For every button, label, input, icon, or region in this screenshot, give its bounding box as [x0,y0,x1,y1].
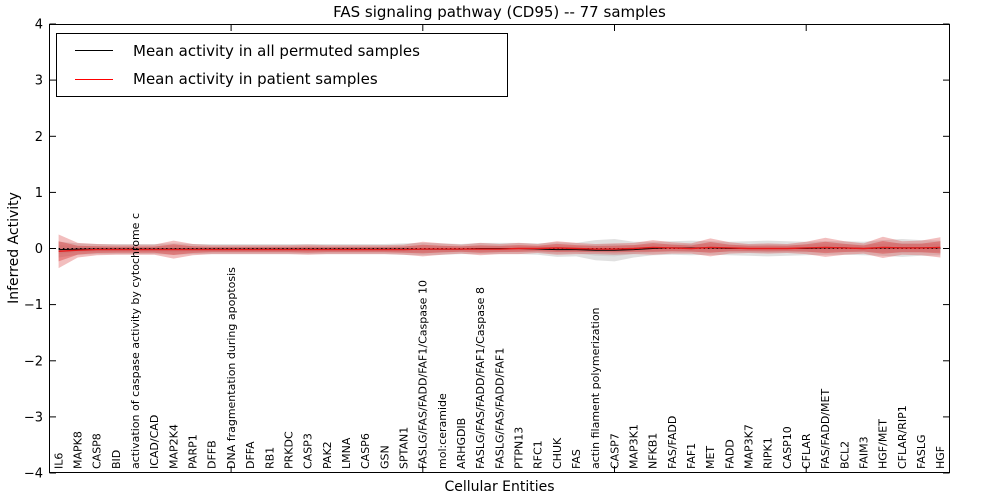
patient-band [58,234,941,269]
x-category-label: GSN [378,445,391,469]
x-category-label: LMNA [340,437,353,469]
x-category-label: activation of caspase activity by cytoch… [129,213,142,469]
x-category-label: FASLG/FAS/FADD/FAF1/Caspase 10 [417,280,430,469]
x-category-label: NFKB1 [647,433,660,469]
x-category-label: FASLG [915,435,928,469]
x-category-label: PRKDC [282,431,295,469]
x-category-label: MAP3K7 [743,424,756,469]
x-category-label: MAP2K4 [167,424,180,469]
x-category-label: PTPN13 [513,427,526,469]
y-tick-label: −2 [24,354,43,369]
legend-row-permuted: Mean activity in all permuted samples [57,37,507,65]
x-category-label: DFFA [244,441,257,469]
patient-line-swatch [75,78,113,80]
x-category-label: HGF/MET [877,419,890,469]
x-category-label: RB1 [263,447,276,469]
x-category-label: DNA fragmentation during apoptosis [225,267,238,469]
x-category-label: SPTAN1 [397,427,410,469]
x-category-label: CASP6 [359,433,372,469]
permuted-band [58,239,941,262]
x-category-label: mol:ceramide [436,393,449,469]
legend-row-patient: Mean activity in patient samples [57,65,507,93]
x-category-label: ARHGDIB [455,418,468,469]
x-axis-label: Cellular Entities [444,479,555,495]
patient-mean-line [58,246,941,252]
y-tick-label: 0 [35,242,43,257]
y-tick-label: −4 [24,467,43,482]
x-category-label: CASP10 [781,426,794,469]
x-category-label: FAIM3 [858,436,871,469]
y-tick-label: 1 [35,186,43,201]
x-category-label: CASP3 [302,433,315,469]
x-category-label: CFLAR/RIP1 [896,405,909,469]
x-category-label: CASP7 [608,433,621,469]
x-category-label: IL6 [52,453,65,469]
x-category-label: RIPK1 [762,437,775,469]
x-category-label: CFLAR [800,433,813,469]
x-category-label: CHUK [551,437,564,469]
x-category-label: FAS [570,449,583,469]
x-category-label: MET [704,446,717,469]
x-category-label: FADD [723,439,736,469]
x-category-label: FAS/FADD/MET [819,389,832,469]
x-category-label: FASLG/FAS/FADD/FAF1 [493,348,506,469]
permuted-line-swatch [75,50,113,52]
x-category-label: MAP3K1 [628,424,641,469]
x-category-label: PARP1 [187,434,200,469]
y-tick-label: 3 [35,74,43,89]
legend-label-patient: Mean activity in patient samples [133,70,378,89]
y-tick-label: 2 [35,130,43,145]
x-category-label: BCL2 [838,441,851,469]
legend: Mean activity in all permuted samples Me… [56,33,508,97]
legend-label-permuted: Mean activity in all permuted samples [133,41,420,60]
chart-title: FAS signaling pathway (CD95) -- 77 sampl… [333,3,666,21]
x-category-label: MAPK8 [72,431,85,469]
x-category-label: PAK2 [321,441,334,469]
y-tick-label: −3 [24,410,43,425]
x-category-label: actin filament polymerization [589,307,602,469]
y-tick-label: −1 [24,298,43,313]
x-category-label: FAF1 [685,443,698,469]
x-category-label: ICAD/CAD [148,415,161,469]
x-category-label: CASP8 [91,433,104,469]
x-category-label: RFC1 [532,440,545,469]
y-tick-label: 4 [35,18,43,33]
x-category-label: HGF [934,446,947,469]
patient-band-inner [58,241,941,262]
x-category-label: DFFB [206,440,219,469]
x-category-label: BID [110,450,123,469]
x-category-label: FASLG/FAS/FADD/FAF1/Caspase 8 [474,287,487,469]
x-category-label: FAS/FADD [666,416,679,469]
